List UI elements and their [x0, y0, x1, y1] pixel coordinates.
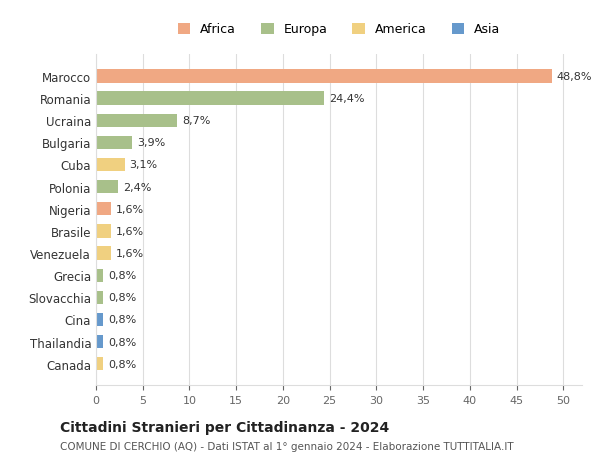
Bar [96, 158, 125, 172]
Text: 1,6%: 1,6% [116, 204, 144, 214]
Bar [96, 291, 103, 304]
Bar [96, 269, 103, 282]
Text: 0,8%: 0,8% [108, 337, 136, 347]
Text: Cittadini Stranieri per Cittadinanza - 2024: Cittadini Stranieri per Cittadinanza - 2… [60, 420, 389, 434]
Text: 3,1%: 3,1% [130, 160, 158, 170]
Text: 3,9%: 3,9% [137, 138, 166, 148]
Bar [96, 357, 103, 370]
Text: 1,6%: 1,6% [116, 226, 144, 236]
Bar [96, 335, 103, 348]
Text: 0,8%: 0,8% [108, 270, 136, 280]
Text: 0,8%: 0,8% [108, 315, 136, 325]
Bar [96, 202, 111, 216]
Bar [96, 313, 103, 326]
Bar [96, 136, 133, 150]
Text: 24,4%: 24,4% [329, 94, 364, 104]
Text: 0,8%: 0,8% [108, 293, 136, 302]
Bar [96, 92, 324, 106]
Legend: Africa, Europa, America, Asia: Africa, Europa, America, Asia [173, 18, 505, 41]
Bar [96, 225, 111, 238]
Text: COMUNE DI CERCHIO (AQ) - Dati ISTAT al 1° gennaio 2024 - Elaborazione TUTTITALIA: COMUNE DI CERCHIO (AQ) - Dati ISTAT al 1… [60, 441, 514, 451]
Text: 2,4%: 2,4% [123, 182, 151, 192]
Text: 0,8%: 0,8% [108, 359, 136, 369]
Text: 1,6%: 1,6% [116, 248, 144, 258]
Bar [96, 70, 552, 84]
Bar [96, 114, 178, 128]
Bar [96, 180, 118, 194]
Bar [96, 247, 111, 260]
Text: 8,7%: 8,7% [182, 116, 211, 126]
Text: 48,8%: 48,8% [557, 72, 592, 82]
